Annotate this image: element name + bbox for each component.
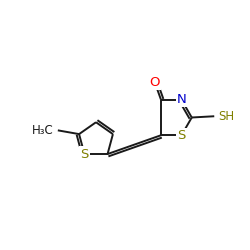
Text: S: S bbox=[177, 129, 186, 142]
Text: O: O bbox=[150, 76, 160, 89]
Text: S: S bbox=[80, 148, 88, 160]
Text: SH: SH bbox=[218, 110, 234, 123]
Text: H₃C: H₃C bbox=[32, 124, 54, 137]
Text: N: N bbox=[176, 93, 186, 106]
